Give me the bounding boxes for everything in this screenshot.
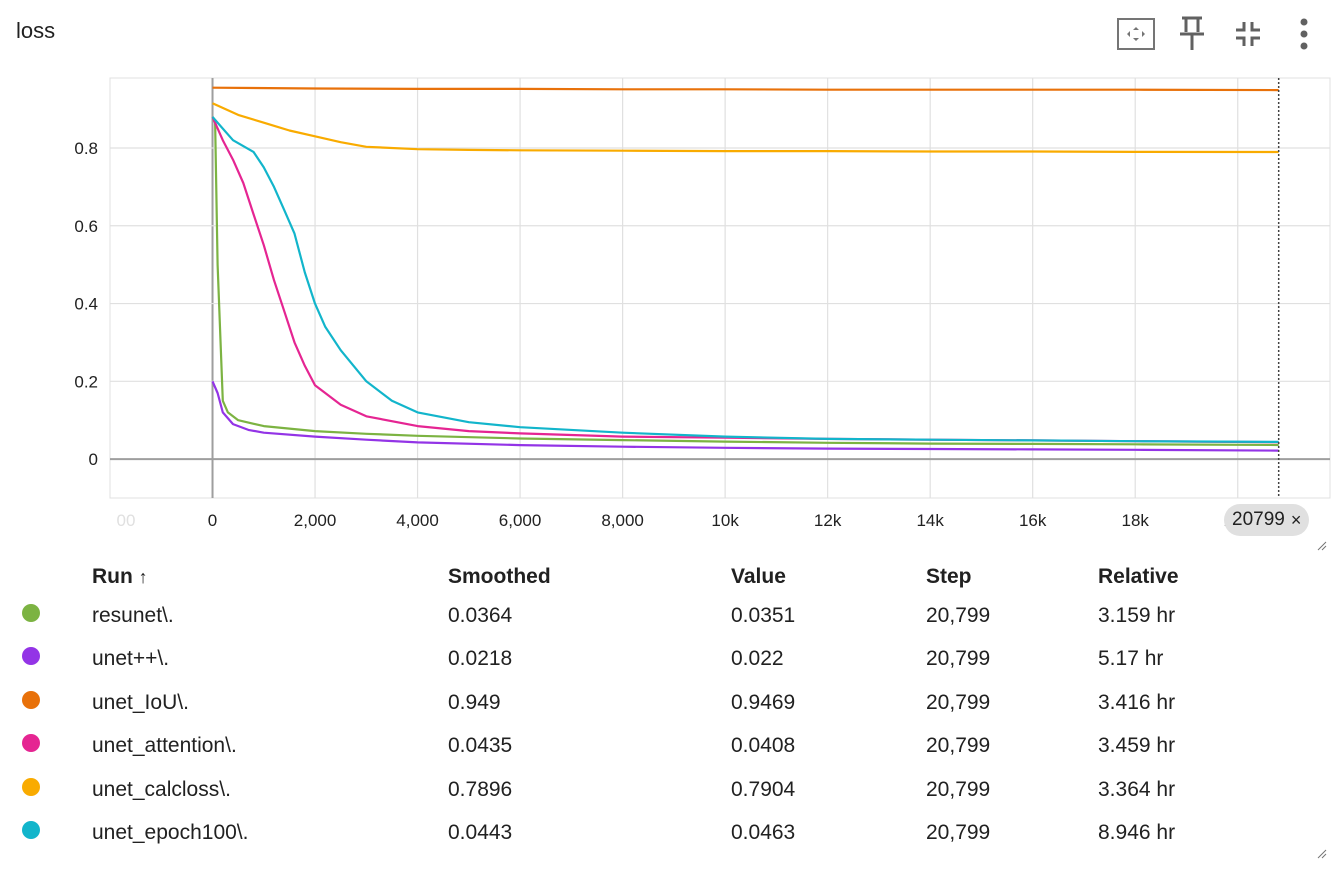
run-color-dot-icon [22, 690, 40, 709]
run-color-dot-icon [22, 603, 40, 622]
x-tick-label: 10k [711, 511, 739, 530]
series-line-unetattention [211, 116, 1279, 444]
relative-time: 3.364 hr [1098, 777, 1176, 801]
more-options-button[interactable] [1276, 14, 1332, 54]
run-column-header[interactable]: Run ↑ [92, 565, 148, 588]
series-line-unetepoch100 [211, 116, 1279, 443]
resize-handle-icon[interactable] [1316, 848, 1328, 860]
collapse-icon [1236, 22, 1260, 46]
raw-value: 0.022 [731, 647, 784, 671]
smoothed-value: 0.0218 [448, 647, 513, 671]
x-tick-label: 14k [916, 511, 944, 530]
fit-domain-icon [1117, 18, 1155, 50]
run-color-dot [0, 812, 92, 856]
run-color-dot-icon [22, 734, 40, 753]
smoothed-value: 0.7896 [448, 777, 513, 801]
table-row[interactable]: unet_epoch100\. 0.0443 0.0463 20,799 8.946 h… [0, 812, 1342, 856]
collapse-button[interactable] [1220, 14, 1276, 54]
resize-handle-icon[interactable] [1316, 540, 1328, 552]
run-name: unet_epoch100\. [92, 821, 249, 845]
raw-value: 0.7904 [731, 777, 796, 801]
run-color-dot [0, 594, 92, 638]
x-tick-label: 16k [1019, 511, 1047, 530]
run-name: unet_calcloss\. [92, 777, 231, 801]
y-tick-label: 0.8 [74, 139, 98, 158]
sort-arrow-icon: ↑ [138, 567, 148, 587]
value-column-header[interactable]: Value [731, 565, 786, 588]
series-line-unet++ [211, 380, 1279, 452]
raw-value: 0.0351 [731, 603, 796, 627]
step-value: 20,799 [926, 734, 991, 758]
x-tick-label: 18k [1121, 511, 1149, 530]
run-name: resunet\. [92, 603, 174, 627]
y-tick-label: 0.2 [74, 372, 98, 391]
relative-column-header[interactable]: Relative [1098, 565, 1179, 588]
x-tick-label: 8,000 [601, 511, 644, 530]
run-color-dot [0, 638, 92, 682]
smoothed-value: 0.0435 [448, 734, 513, 758]
step-cursor-chip[interactable]: 20799 × [1224, 504, 1310, 536]
pin-button[interactable] [1164, 14, 1220, 54]
smoothed-column-header[interactable]: Smoothed [448, 565, 551, 588]
card-toolbar [1108, 14, 1332, 54]
fit-domain-button[interactable] [1108, 14, 1164, 54]
series-line-unetcalcloss [212, 102, 1279, 154]
x-tick-label: 4,000 [396, 511, 439, 530]
step-cursor-label: 20799 [1232, 509, 1285, 530]
run-color-dot-icon [22, 647, 40, 666]
table-row[interactable]: resunet\. 0.0364 0.0351 20,799 3.159 hr [0, 594, 1342, 638]
plot-area [109, 77, 1331, 499]
smoothed-value: 0.949 [448, 690, 501, 714]
run-color-dot [0, 768, 92, 812]
x-tick-label: 12k [814, 511, 842, 530]
x-tick-label-clipped: 00 [117, 511, 136, 530]
table-row[interactable]: unet_calcloss\. 0.7896 0.7904 20,799 3.364 h… [0, 768, 1342, 812]
relative-time: 3.459 hr [1098, 734, 1176, 758]
raw-value: 0.0463 [731, 821, 796, 845]
chart-title: loss [16, 18, 56, 43]
x-tick-label: 0 [208, 511, 217, 530]
series-line-unetiou [212, 86, 1279, 92]
step-value: 20,799 [926, 690, 991, 714]
run-name: unet_attention\. [92, 734, 237, 758]
y-tick-label: 0 [89, 450, 98, 469]
table-row[interactable]: unet++\. 0.0218 0.022 20,799 5.17 hr [0, 638, 1342, 682]
run-name: unet_IoU\. [92, 690, 189, 714]
smoothed-value: 0.0443 [448, 821, 513, 845]
step-value: 20,799 [926, 647, 991, 671]
x-tick-label: 6,000 [499, 511, 542, 530]
table-row[interactable]: unet_attention\. 0.0435 0.0408 20,799 3.459 … [0, 725, 1342, 769]
x-tick-label: 2,000 [294, 511, 337, 530]
raw-value: 0.0408 [731, 734, 796, 758]
pin-icon [1180, 16, 1204, 50]
raw-value: 0.9469 [731, 690, 796, 714]
line-chart[interactable]: 02,0004,0006,0008,00010k12k14k16k18k20k0… [0, 70, 1342, 560]
relative-time: 3.159 hr [1098, 603, 1176, 627]
run-color-dot-icon [22, 777, 40, 796]
run-color-dot [0, 725, 92, 769]
relative-time: 5.17 hr [1098, 647, 1164, 671]
run-color-dot [0, 681, 92, 725]
color-column-header [0, 560, 92, 594]
step-value: 20,799 [926, 603, 991, 627]
run-color-dot-icon [22, 821, 40, 840]
close-icon[interactable]: × [1290, 510, 1302, 530]
relative-time: 8.946 hr [1098, 821, 1176, 845]
more-vert-icon [1300, 18, 1308, 50]
step-column-header[interactable]: Step [926, 565, 972, 588]
chart-svg: 02,0004,0006,0008,00010k12k14k16k18k20k0… [74, 77, 1331, 530]
relative-time: 3.416 hr [1098, 690, 1176, 714]
series-line-resunet [211, 116, 1279, 447]
y-tick-label: 0.4 [74, 295, 98, 314]
step-value: 20,799 [926, 777, 991, 801]
runs-table: Run ↑ Smoothed Value Step Relative resun… [0, 560, 1342, 855]
y-tick-label: 0.6 [74, 217, 98, 236]
run-name: unet++\. [92, 647, 170, 671]
step-value: 20,799 [926, 821, 991, 845]
table-row[interactable]: unet_IoU\. 0.949 0.9469 20,799 3.416 hr [0, 681, 1342, 725]
smoothed-value: 0.0364 [448, 603, 513, 627]
table-header-row: Run ↑ Smoothed Value Step Relative [0, 560, 1342, 594]
